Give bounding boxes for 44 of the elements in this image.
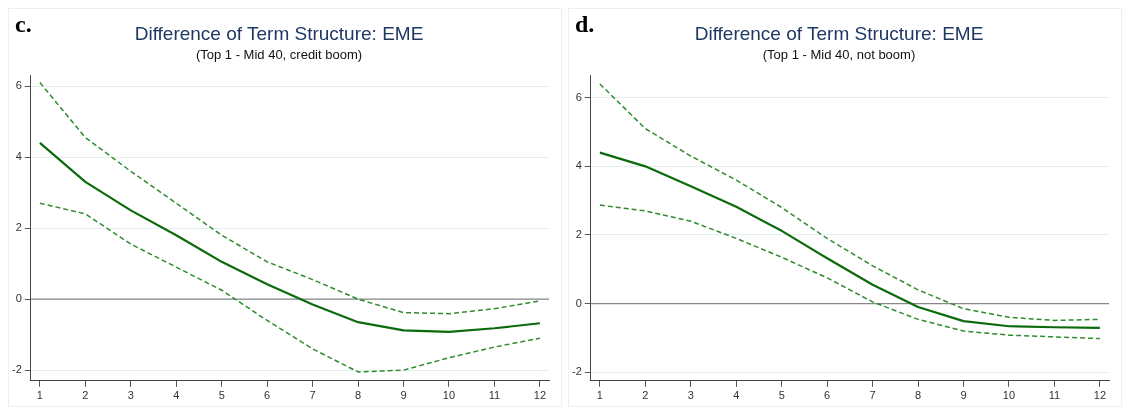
x-tick-label: 6 <box>824 389 831 402</box>
x-tick-label: 10 <box>1002 389 1016 402</box>
line-series <box>599 83 1101 322</box>
x-tick-label: 5 <box>218 389 225 402</box>
x-tick-label: 5 <box>778 389 785 402</box>
y-tick-label: 6 <box>15 79 22 92</box>
y-tick-label: 2 <box>15 221 22 234</box>
text: c. <box>15 11 32 38</box>
y-tick-label: 0 <box>15 292 22 305</box>
x-tick-label: 12 <box>1093 389 1107 402</box>
text: d. <box>575 11 595 38</box>
y-tick-label: 0 <box>575 296 582 309</box>
x-tick-label: 11 <box>1048 389 1061 402</box>
x-tick-label: 2 <box>642 389 649 402</box>
y-tick-label: 4 <box>15 150 22 163</box>
x-tick-label: 10 <box>442 389 456 402</box>
chart-subtitle: (Top 1 - Mid 40, credit boom) <box>195 47 363 63</box>
chart-title: Difference of Term Structure: EME <box>694 22 984 44</box>
x-tick-label: 9 <box>960 389 967 402</box>
x-tick-label: 2 <box>82 389 89 402</box>
x-tick-label: 3 <box>687 389 694 402</box>
x-tick-label: 4 <box>733 389 740 402</box>
x-tick-label: 9 <box>400 389 407 402</box>
x-tick-label: 6 <box>264 389 271 402</box>
line-series <box>39 81 541 315</box>
line-series <box>39 202 541 373</box>
chart-title: Difference of Term Structure: EME <box>134 22 424 44</box>
x-tick-label: 7 <box>869 389 876 402</box>
y-tick-label: 6 <box>575 90 582 103</box>
line-series <box>599 204 1101 340</box>
x-tick-label: 4 <box>173 389 180 402</box>
x-tick-label: 7 <box>309 389 316 402</box>
x-tick-label: 12 <box>533 389 547 402</box>
x-tick-label: 3 <box>127 389 134 402</box>
y-tick-label: -2 <box>572 365 582 378</box>
y-tick-label: 2 <box>575 227 582 240</box>
x-tick-label: 1 <box>596 389 603 402</box>
x-tick-label: 1 <box>36 389 43 402</box>
y-tick-label: -2 <box>12 363 22 376</box>
x-tick-label: 11 <box>488 389 501 402</box>
y-tick-label: 4 <box>575 159 582 172</box>
x-tick-label: 8 <box>915 389 922 402</box>
chart-subtitle: (Top 1 - Mid 40, not boom) <box>762 47 916 63</box>
x-tick-label: 8 <box>355 389 362 402</box>
